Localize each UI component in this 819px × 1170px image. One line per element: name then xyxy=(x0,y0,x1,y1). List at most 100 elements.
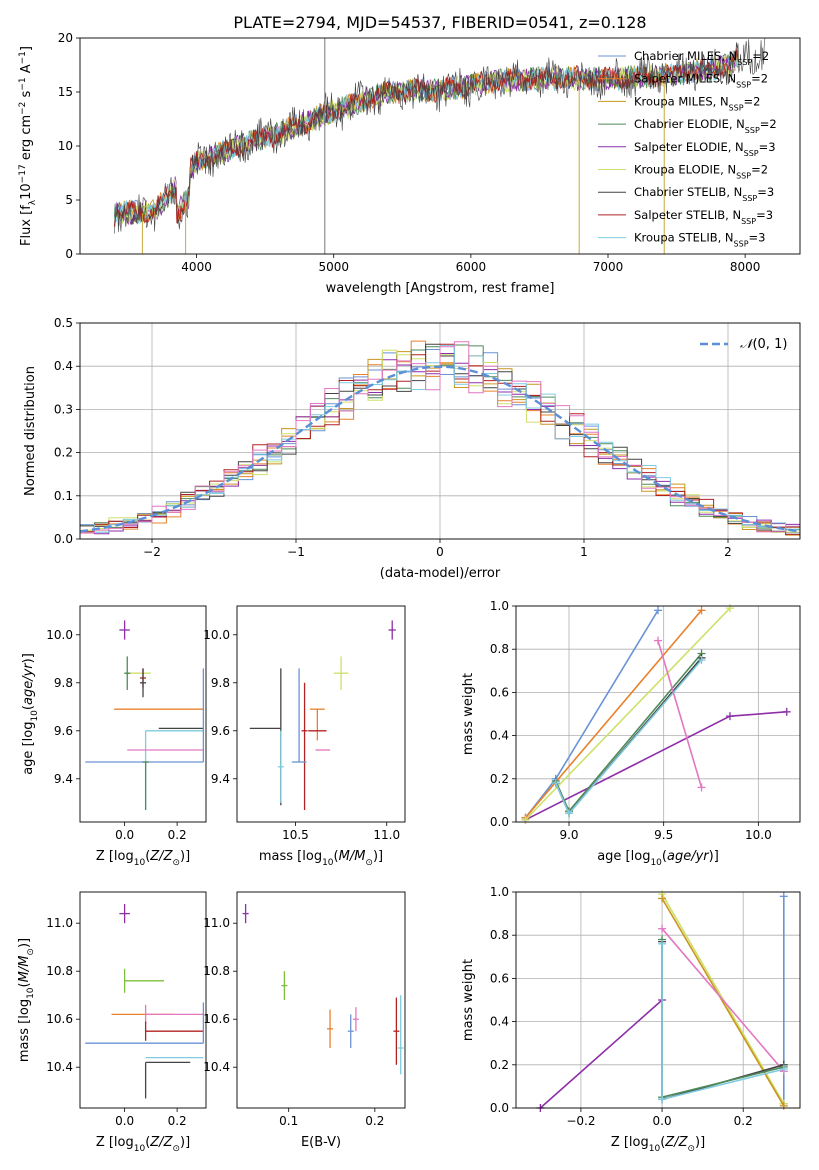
label-part: A xyxy=(19,64,34,77)
tick-label-y: 0.4 xyxy=(54,359,73,373)
legend-entry: Chabrier STELIB, NSSP=3 xyxy=(634,185,774,203)
axes-frame xyxy=(79,605,207,823)
panel-weight_vs_age: 9.0 9.5 10.0 0.0 0.2 0.4 0.6 0.8 1.0 age [log10(a… xyxy=(461,599,801,868)
legend-nssp: =3 xyxy=(756,208,773,222)
label-part: 10 xyxy=(322,858,334,868)
x-axis-label: wavelength [Angstrom, rest frame] xyxy=(326,281,555,296)
label-part: ⊙ xyxy=(172,1144,180,1154)
label-part: 10 xyxy=(26,987,36,999)
tick-label-x: 10.0 xyxy=(745,828,772,842)
tick-label-x: 9.0 xyxy=(559,828,578,842)
label-part: age [log xyxy=(597,849,650,864)
label-part: 10 xyxy=(19,183,34,200)
x-axis-label: Z [log10(Z/Z⊙)] xyxy=(611,1135,705,1154)
label-part: Z/Z xyxy=(664,1135,688,1150)
panel-weight_vs_Z: −0.2 0.0 0.2 0.0 0.2 0.4 0.6 0.8 1.0 Z [log10(Z/Z… xyxy=(461,885,801,1154)
tick-label-x: 8000 xyxy=(730,260,761,274)
tick-label-y: 10.4 xyxy=(46,1060,73,1074)
legend-name: Salpeter STELIB, N xyxy=(634,208,741,222)
tick-label-x: 6000 xyxy=(456,260,487,274)
legend-nssp: =2 xyxy=(751,163,768,177)
label-part: )] xyxy=(180,1135,190,1150)
label-part: )] xyxy=(695,1135,705,1150)
label-part: (0, 1) xyxy=(752,337,787,352)
tick-label-y: 0.8 xyxy=(490,642,509,656)
tick-label-y: 1.0 xyxy=(490,599,509,613)
label-part: (data-model)/error xyxy=(380,566,501,581)
legend-sub: SSP xyxy=(737,58,752,67)
label-part: −1 xyxy=(18,77,28,90)
tick-label-y: 10 xyxy=(58,139,73,153)
legend-sub: SSP xyxy=(736,171,751,180)
tick-label-y: 11.0 xyxy=(46,916,73,930)
label-part: mass [log xyxy=(17,999,32,1062)
label-part: M/M xyxy=(339,849,366,864)
legend-name: Chabrier MILES, N xyxy=(634,49,737,63)
tick-label-y: 15 xyxy=(58,85,73,99)
tick-label-y: 9.6 xyxy=(211,724,230,738)
legend-sub: SSP xyxy=(736,80,751,89)
legend-entry: 𝒩(0, 1) xyxy=(740,337,787,352)
label-part: erg cm xyxy=(19,115,34,164)
tick-label-y: 0.0 xyxy=(490,815,509,829)
legend-name: Kroupa ELODIE, N xyxy=(634,163,736,177)
label-part: ⊙ xyxy=(26,948,36,956)
label-part: Normed distribution xyxy=(23,366,38,496)
tick-label-x: 0.0 xyxy=(115,828,134,842)
legend-entry: Kroupa STELIB, NSSP=3 xyxy=(634,231,765,249)
x-axis-label: mass [log10(M/M⊙)] xyxy=(259,849,383,868)
tick-label-x: 9.5 xyxy=(654,828,673,842)
y-axis-label: mass weight xyxy=(461,673,476,755)
tick-label-y: 0.2 xyxy=(54,446,73,460)
legend-entry: Salpeter STELIB, NSSP=3 xyxy=(634,208,773,226)
label-part: E(B-V) xyxy=(301,1135,341,1150)
weight-line xyxy=(524,607,731,821)
label-part: −17 xyxy=(18,164,28,183)
tick-label-x: 0 xyxy=(436,545,444,559)
tick-label-y: 10.4 xyxy=(203,1060,230,1074)
plot-area xyxy=(242,904,404,1075)
plot-area xyxy=(85,620,205,810)
y-axis-label: age [log10(age/yr)] xyxy=(21,653,40,775)
tick-label-y: 0 xyxy=(65,247,73,261)
tick-label-y: 9.6 xyxy=(54,724,73,738)
axes-frame xyxy=(515,891,801,1109)
axes-frame xyxy=(79,322,801,540)
legend-sub: SSP xyxy=(744,148,759,157)
label-part: ( xyxy=(17,982,32,987)
legend-sub: SSP xyxy=(729,103,744,112)
panel-spectrum: 4000 5000 6000 7000 8000 0 5 10 15 20 wavelength [… xyxy=(18,31,801,296)
y-axis-label: mass weight xyxy=(461,959,476,1041)
label-part: 10 xyxy=(30,710,40,722)
tick-label-x: 0.2 xyxy=(734,1114,753,1128)
tick-label-y: 1.0 xyxy=(490,885,509,899)
axes-frame xyxy=(236,891,406,1109)
normal-curve xyxy=(80,365,800,533)
legend-sub: SSP xyxy=(745,126,760,135)
label-part: ⊙ xyxy=(365,858,373,868)
legend-nssp: =2 xyxy=(752,49,769,63)
x-axis-label: Z [log10(Z/Z⊙)] xyxy=(96,849,190,868)
x-axis-label: age [log10(age/yr)] xyxy=(597,849,719,868)
tick-label-y: 10.6 xyxy=(203,1012,230,1026)
tick-label-x: 0.1 xyxy=(279,1114,298,1128)
label-part: )] xyxy=(373,849,383,864)
label-part: 10 xyxy=(134,1144,146,1154)
tick-label-x: 0.2 xyxy=(365,1114,384,1128)
label-part: 10 xyxy=(134,858,146,868)
label-part: Z/Z xyxy=(149,1135,173,1150)
tick-label-y: 0.2 xyxy=(490,1058,509,1072)
y-axis-label: Normed distribution xyxy=(23,366,38,496)
tick-label-x: 10.5 xyxy=(282,828,309,842)
label-part: ( xyxy=(662,849,667,864)
tick-label-y: 10.8 xyxy=(46,964,73,978)
tick-label-x: −1 xyxy=(287,545,305,559)
tick-label-x: 0.0 xyxy=(653,1114,672,1128)
label-part: age/yr xyxy=(21,662,36,705)
tick-label-x: 5000 xyxy=(318,260,349,274)
legend-sub: SSP xyxy=(734,239,749,248)
tick-label-y: 10.6 xyxy=(46,1012,73,1026)
x-axis-label: (data-model)/error xyxy=(380,566,501,581)
